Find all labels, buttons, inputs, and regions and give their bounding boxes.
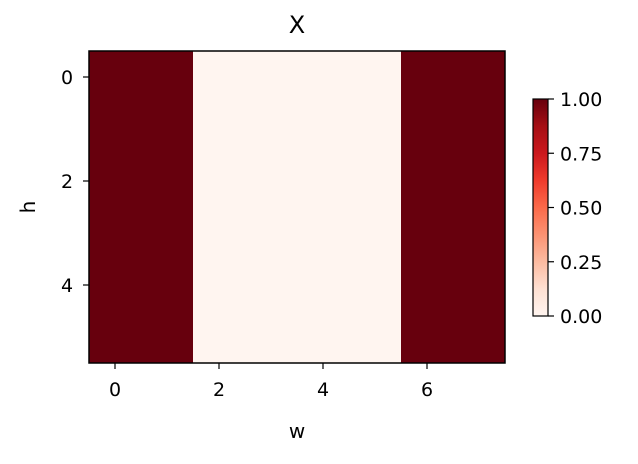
heatmap-cell: [141, 155, 194, 208]
heatmap-cell: [141, 51, 194, 104]
heatmap-cell: [245, 51, 298, 104]
heatmap-cell: [453, 207, 506, 260]
heatmap-cell: [141, 311, 194, 364]
heatmap-cell: [193, 259, 246, 312]
colorbar-tick-label: 0.25: [560, 252, 602, 274]
heatmap-cell: [193, 207, 246, 260]
heatmap-cells: [89, 51, 506, 364]
heatmap-cell: [453, 103, 506, 156]
y-axis-label: h: [16, 201, 40, 214]
y-tick-label: 4: [61, 275, 73, 297]
heatmap-cell: [89, 207, 142, 260]
heatmap-cell: [349, 51, 402, 104]
heatmap-cell: [453, 155, 506, 208]
heatmap-cell: [245, 155, 298, 208]
heatmap-cell: [297, 207, 350, 260]
heatmap-cell: [297, 51, 350, 104]
heatmap-cell: [453, 51, 506, 104]
heatmap-cell: [297, 259, 350, 312]
heatmap-cell: [349, 311, 402, 364]
x-tick-label: 2: [213, 379, 225, 401]
heatmap-cell: [141, 207, 194, 260]
chart-title: X: [289, 11, 305, 39]
heatmap-cell: [401, 207, 454, 260]
heatmap-cell: [245, 259, 298, 312]
heatmap-cell: [141, 103, 194, 156]
heatmap-cell: [245, 311, 298, 364]
heatmap-cell: [297, 311, 350, 364]
heatmap-cell: [193, 51, 246, 104]
heatmap-cell: [89, 51, 142, 104]
heatmap-cell: [349, 207, 402, 260]
x-tick-label: 4: [317, 379, 329, 401]
heatmap-cell: [401, 103, 454, 156]
heatmap-cell: [193, 155, 246, 208]
y-axis: 0 2 4: [61, 67, 89, 297]
plot-frame: [88, 50, 506, 364]
heatmap-cell: [89, 311, 142, 364]
colorbar-gradient: [532, 98, 549, 317]
heatmap-cell: [453, 259, 506, 312]
heatmap-cell: [401, 51, 454, 104]
colorbar-tick-label: 1.00: [560, 89, 602, 111]
heatmap-cell: [349, 103, 402, 156]
x-axis-label: w: [289, 419, 305, 443]
y-tick-label: 0: [61, 67, 73, 89]
heatmap-cell: [401, 155, 454, 208]
colorbar-tick-label: 0.75: [560, 143, 602, 165]
heatmap-cell: [193, 311, 246, 364]
heatmap-cell: [349, 155, 402, 208]
heatmap-cell: [401, 259, 454, 312]
heatmap-cell: [89, 103, 142, 156]
heatmap-cell: [453, 311, 506, 364]
x-tick-label: 6: [421, 379, 433, 401]
colorbar-tick-label: 0.00: [560, 306, 602, 328]
heatmap-cell: [245, 103, 298, 156]
y-tick-label: 2: [61, 171, 73, 193]
x-tick-label: 0: [109, 379, 121, 401]
heatmap-cell: [297, 103, 350, 156]
heatmap-cell: [401, 311, 454, 364]
heatmap-cell: [193, 103, 246, 156]
heatmap-cell: [297, 155, 350, 208]
colorbar: 0.00 0.25 0.50 0.75 1.00: [532, 89, 602, 328]
colorbar-tick-label: 0.50: [560, 198, 602, 220]
heatmap-cell: [89, 155, 142, 208]
heatmap-cell: [141, 259, 194, 312]
heatmap-cell: [349, 259, 402, 312]
heatmap-cell: [245, 207, 298, 260]
heatmap-cell: [89, 259, 142, 312]
x-axis: 0 2 4 6: [109, 363, 433, 401]
